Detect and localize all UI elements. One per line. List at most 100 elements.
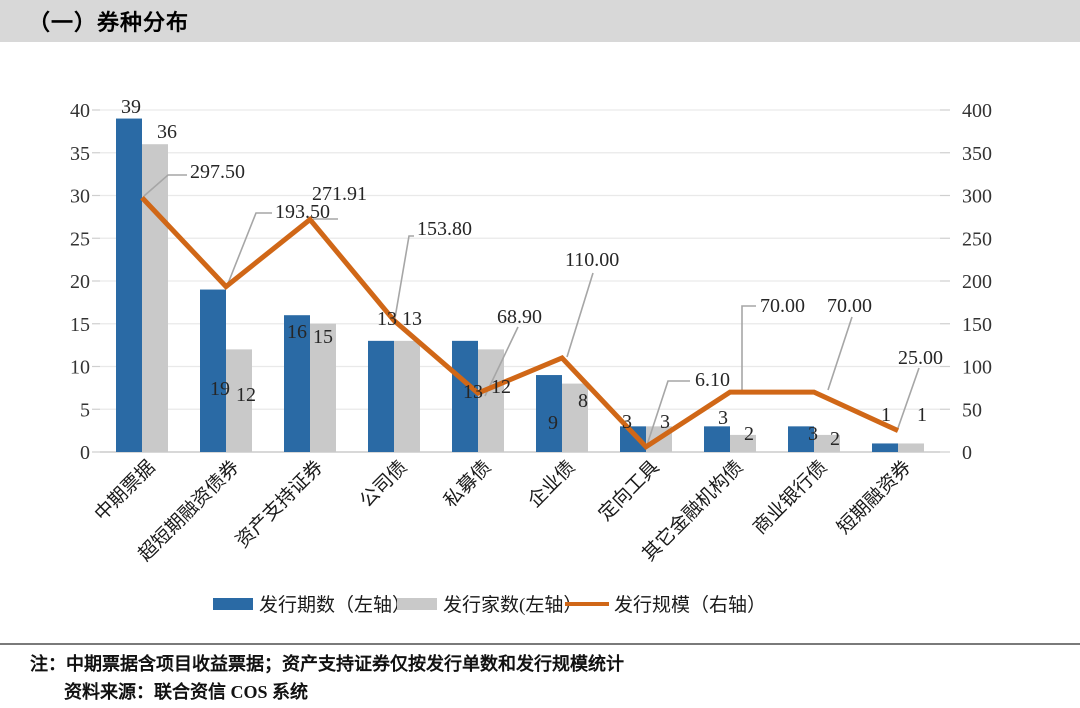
line-value-label: 70.00	[827, 295, 872, 317]
bar-issuance-count	[536, 375, 562, 452]
leader-line	[646, 380, 690, 446]
bar-value-label: 16	[287, 321, 307, 343]
bar-value-label: 39	[121, 96, 141, 118]
category-label: 中期票据	[90, 456, 159, 525]
left-axis-tick-label: 30	[70, 186, 90, 208]
bar-issuer-count	[394, 340, 420, 452]
bar-value-label: 2	[744, 423, 754, 445]
bar-issuer-count	[226, 349, 252, 452]
category-label: 私募债	[440, 456, 496, 512]
bar-issuance-count	[872, 443, 898, 452]
distribution-chart-svg: 0510152025303540050100150200250300350400…	[70, 96, 992, 616]
line-value-label: 110.00	[565, 249, 619, 271]
legend-label: 发行家数(左轴）	[443, 594, 582, 616]
bar-issuance-count	[704, 426, 730, 452]
left-axis-tick-label: 20	[70, 271, 90, 293]
legend-label: 发行期数（左轴）	[259, 594, 411, 616]
line-value-label: 271.91	[312, 183, 367, 205]
divider-line	[0, 643, 1080, 645]
leader-line	[827, 316, 853, 391]
line-value-label: 68.90	[497, 306, 542, 328]
bar-value-label: 3	[660, 411, 670, 433]
leader-line	[143, 174, 187, 197]
bar-value-label: 2	[830, 428, 840, 450]
left-axis-tick-label: 35	[70, 143, 90, 165]
line-value-label: 297.50	[190, 161, 245, 183]
bar-value-label: 8	[578, 390, 588, 412]
right-axis-tick-label: 100	[962, 357, 992, 379]
bar-value-label: 19	[210, 378, 230, 400]
category-label: 企业债	[524, 456, 580, 512]
bar-value-label: 3	[808, 423, 818, 445]
leader-line	[566, 272, 594, 358]
bar-issuance-count	[368, 340, 394, 452]
bar-value-label: 1	[917, 404, 927, 426]
source-label: 资料来源：	[64, 682, 154, 702]
right-axis-tick-label: 50	[962, 399, 982, 421]
category-label: 定向工具	[594, 456, 663, 525]
bar-issuer-count	[142, 144, 168, 452]
right-axis-tick-label: 150	[962, 314, 992, 336]
line-value-label: 70.00	[760, 295, 805, 317]
bar-value-label: 3	[718, 407, 728, 429]
notes: 注：中期票据含项目收益票据；资产支持证券仅按发行单数和发行规模统计 资料来源：联…	[30, 650, 1050, 706]
bar-issuer-count	[730, 434, 756, 452]
right-axis-tick-label: 250	[962, 228, 992, 250]
chart-area: 0 5 10 15 20 25 30 35 40 0 50 100 150 200 250 300 350 400…	[0, 55, 1080, 630]
bar-value-label: 13	[402, 308, 422, 330]
bar-issuer-count	[310, 323, 336, 452]
bar-value-label: 12	[236, 384, 256, 406]
category-label: 资产支持证券	[231, 456, 327, 552]
section-title: （一）券种分布	[28, 10, 190, 35]
note-line: 注：中期票据含项目收益票据；资产支持证券仅按发行单数和发行规模统计	[30, 650, 1050, 678]
right-axis-tick-label: 300	[962, 186, 992, 208]
note-label: 注：	[30, 654, 66, 674]
left-axis-tick-label: 25	[70, 228, 90, 250]
left-axis-tick-label: 10	[70, 357, 90, 379]
legend-swatch	[213, 598, 253, 610]
right-axis-tick-label: 0	[962, 442, 972, 464]
left-axis-tick-label: 15	[70, 314, 90, 336]
line-issuance-scale	[140, 195, 900, 451]
bar-value-label: 15	[313, 326, 333, 348]
leader-line	[741, 305, 756, 393]
bar-value-label: 13	[377, 308, 397, 330]
line-value-label: 153.80	[417, 218, 472, 240]
bar-value-label: 36	[157, 121, 177, 143]
bar-issuer-count	[898, 443, 924, 452]
line-value-label: 25.00	[898, 347, 943, 369]
category-label: 短期融资券	[833, 456, 916, 539]
bar-issuance-count	[788, 426, 814, 452]
bar-issuer-count	[814, 434, 840, 452]
leader-line	[394, 235, 414, 319]
line-value-label: 193.50	[275, 201, 330, 223]
category-label: 商业银行债	[749, 456, 832, 539]
bar-issuer-count	[562, 383, 588, 452]
left-axis-tick-label: 0	[80, 442, 90, 464]
left-axis-tick-label: 5	[80, 399, 90, 421]
note-text: 中期票据含项目收益票据；资产支持证券仅按发行单数和发行规模统计	[66, 654, 624, 674]
right-axis-tick-label: 400	[962, 100, 992, 122]
leader-line	[484, 326, 519, 397]
left-axis-tick-label: 40	[70, 100, 90, 122]
bar-issuance-count	[284, 315, 310, 452]
bar-value-label: 12	[491, 376, 511, 398]
right-axis-tick-label: 200	[962, 271, 992, 293]
source-line: 资料来源：联合资信 COS 系统	[30, 678, 1050, 706]
section-header: （一）券种分布	[0, 0, 1080, 42]
source-text: 联合资信 COS 系统	[154, 682, 309, 702]
line-value-label: 6.10	[695, 369, 730, 391]
leader-line	[897, 367, 920, 429]
right-axis-tick-label: 350	[962, 143, 992, 165]
bar-issuance-count	[452, 340, 478, 452]
bar-value-label: 9	[548, 412, 558, 434]
leader-line	[226, 212, 272, 287]
bar-issuance-count	[200, 289, 226, 452]
category-label: 公司债	[356, 456, 412, 512]
bar-value-label: 13	[463, 381, 483, 403]
legend-label: 发行规模（右轴）	[614, 594, 766, 616]
legend-swatch	[397, 598, 437, 610]
bar-value-label: 1	[881, 404, 891, 426]
bar-issuance-count	[116, 118, 142, 453]
bar-value-label: 3	[622, 411, 632, 433]
